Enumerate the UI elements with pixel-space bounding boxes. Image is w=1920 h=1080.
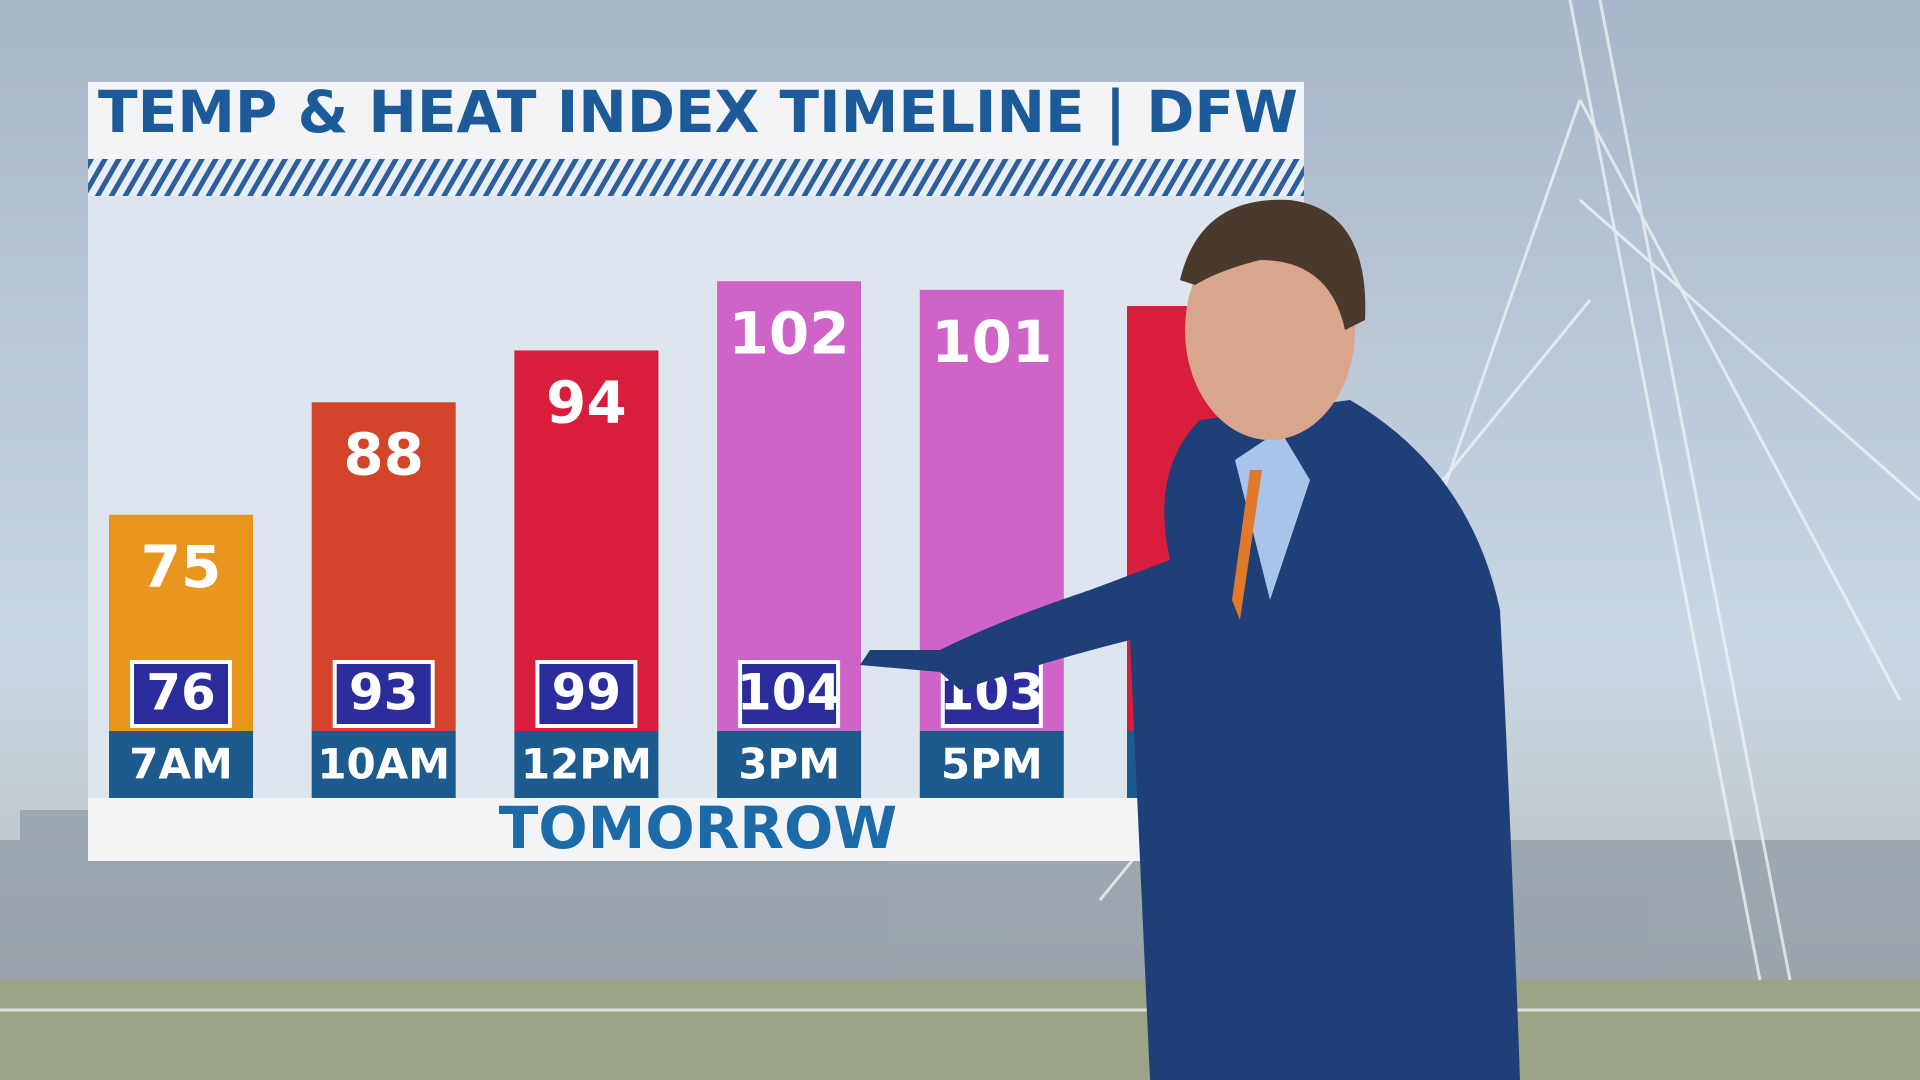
category-band — [717, 731, 862, 798]
heat-index-label: 99 — [552, 664, 622, 722]
category-band — [109, 731, 253, 798]
category-band — [919, 731, 1064, 798]
bar-value-label: 94 — [546, 369, 627, 437]
bar-value-label: 75 — [141, 533, 222, 601]
bar-value-label: 88 — [343, 420, 424, 488]
x-tick-label: 12PM — [521, 740, 652, 789]
presenter — [860, 199, 1520, 1080]
category-band — [311, 731, 456, 798]
heat-index-label: 93 — [349, 664, 419, 722]
heat-index-label: 76 — [146, 664, 216, 722]
heat-index-label: 104 — [737, 664, 841, 722]
bar-value-label: 101 — [931, 308, 1052, 376]
heat-index-box — [332, 660, 435, 728]
x-tick-label: 5PM — [941, 740, 1043, 789]
x-axis-label: TOMORROW — [499, 794, 898, 862]
bar — [717, 281, 862, 731]
bars: 75767AM889310AM949912PM1021043PM1011035P… — [109, 281, 1064, 798]
skyline — [0, 810, 1920, 1000]
plot-area — [88, 196, 1304, 798]
x-tick-label: 10AM — [317, 740, 450, 789]
heat-index-box — [535, 660, 638, 728]
heat-index-box — [130, 660, 232, 728]
hatch-band — [88, 159, 1304, 196]
category-band — [514, 731, 659, 798]
bar-value-label: 102 — [729, 299, 850, 367]
chart-title: TEMP & HEAT INDEX TIMELINE | DFW — [98, 78, 1298, 146]
x-tick-label: 3PM — [738, 740, 840, 789]
ground — [0, 980, 1920, 1080]
heat-index-box — [738, 660, 841, 728]
x-tick-label: 7AM — [129, 740, 233, 789]
